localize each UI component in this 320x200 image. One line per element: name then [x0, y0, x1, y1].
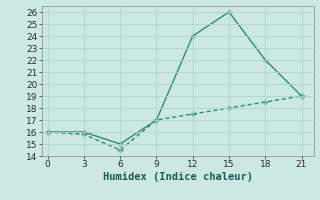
X-axis label: Humidex (Indice chaleur): Humidex (Indice chaleur)	[103, 172, 252, 182]
